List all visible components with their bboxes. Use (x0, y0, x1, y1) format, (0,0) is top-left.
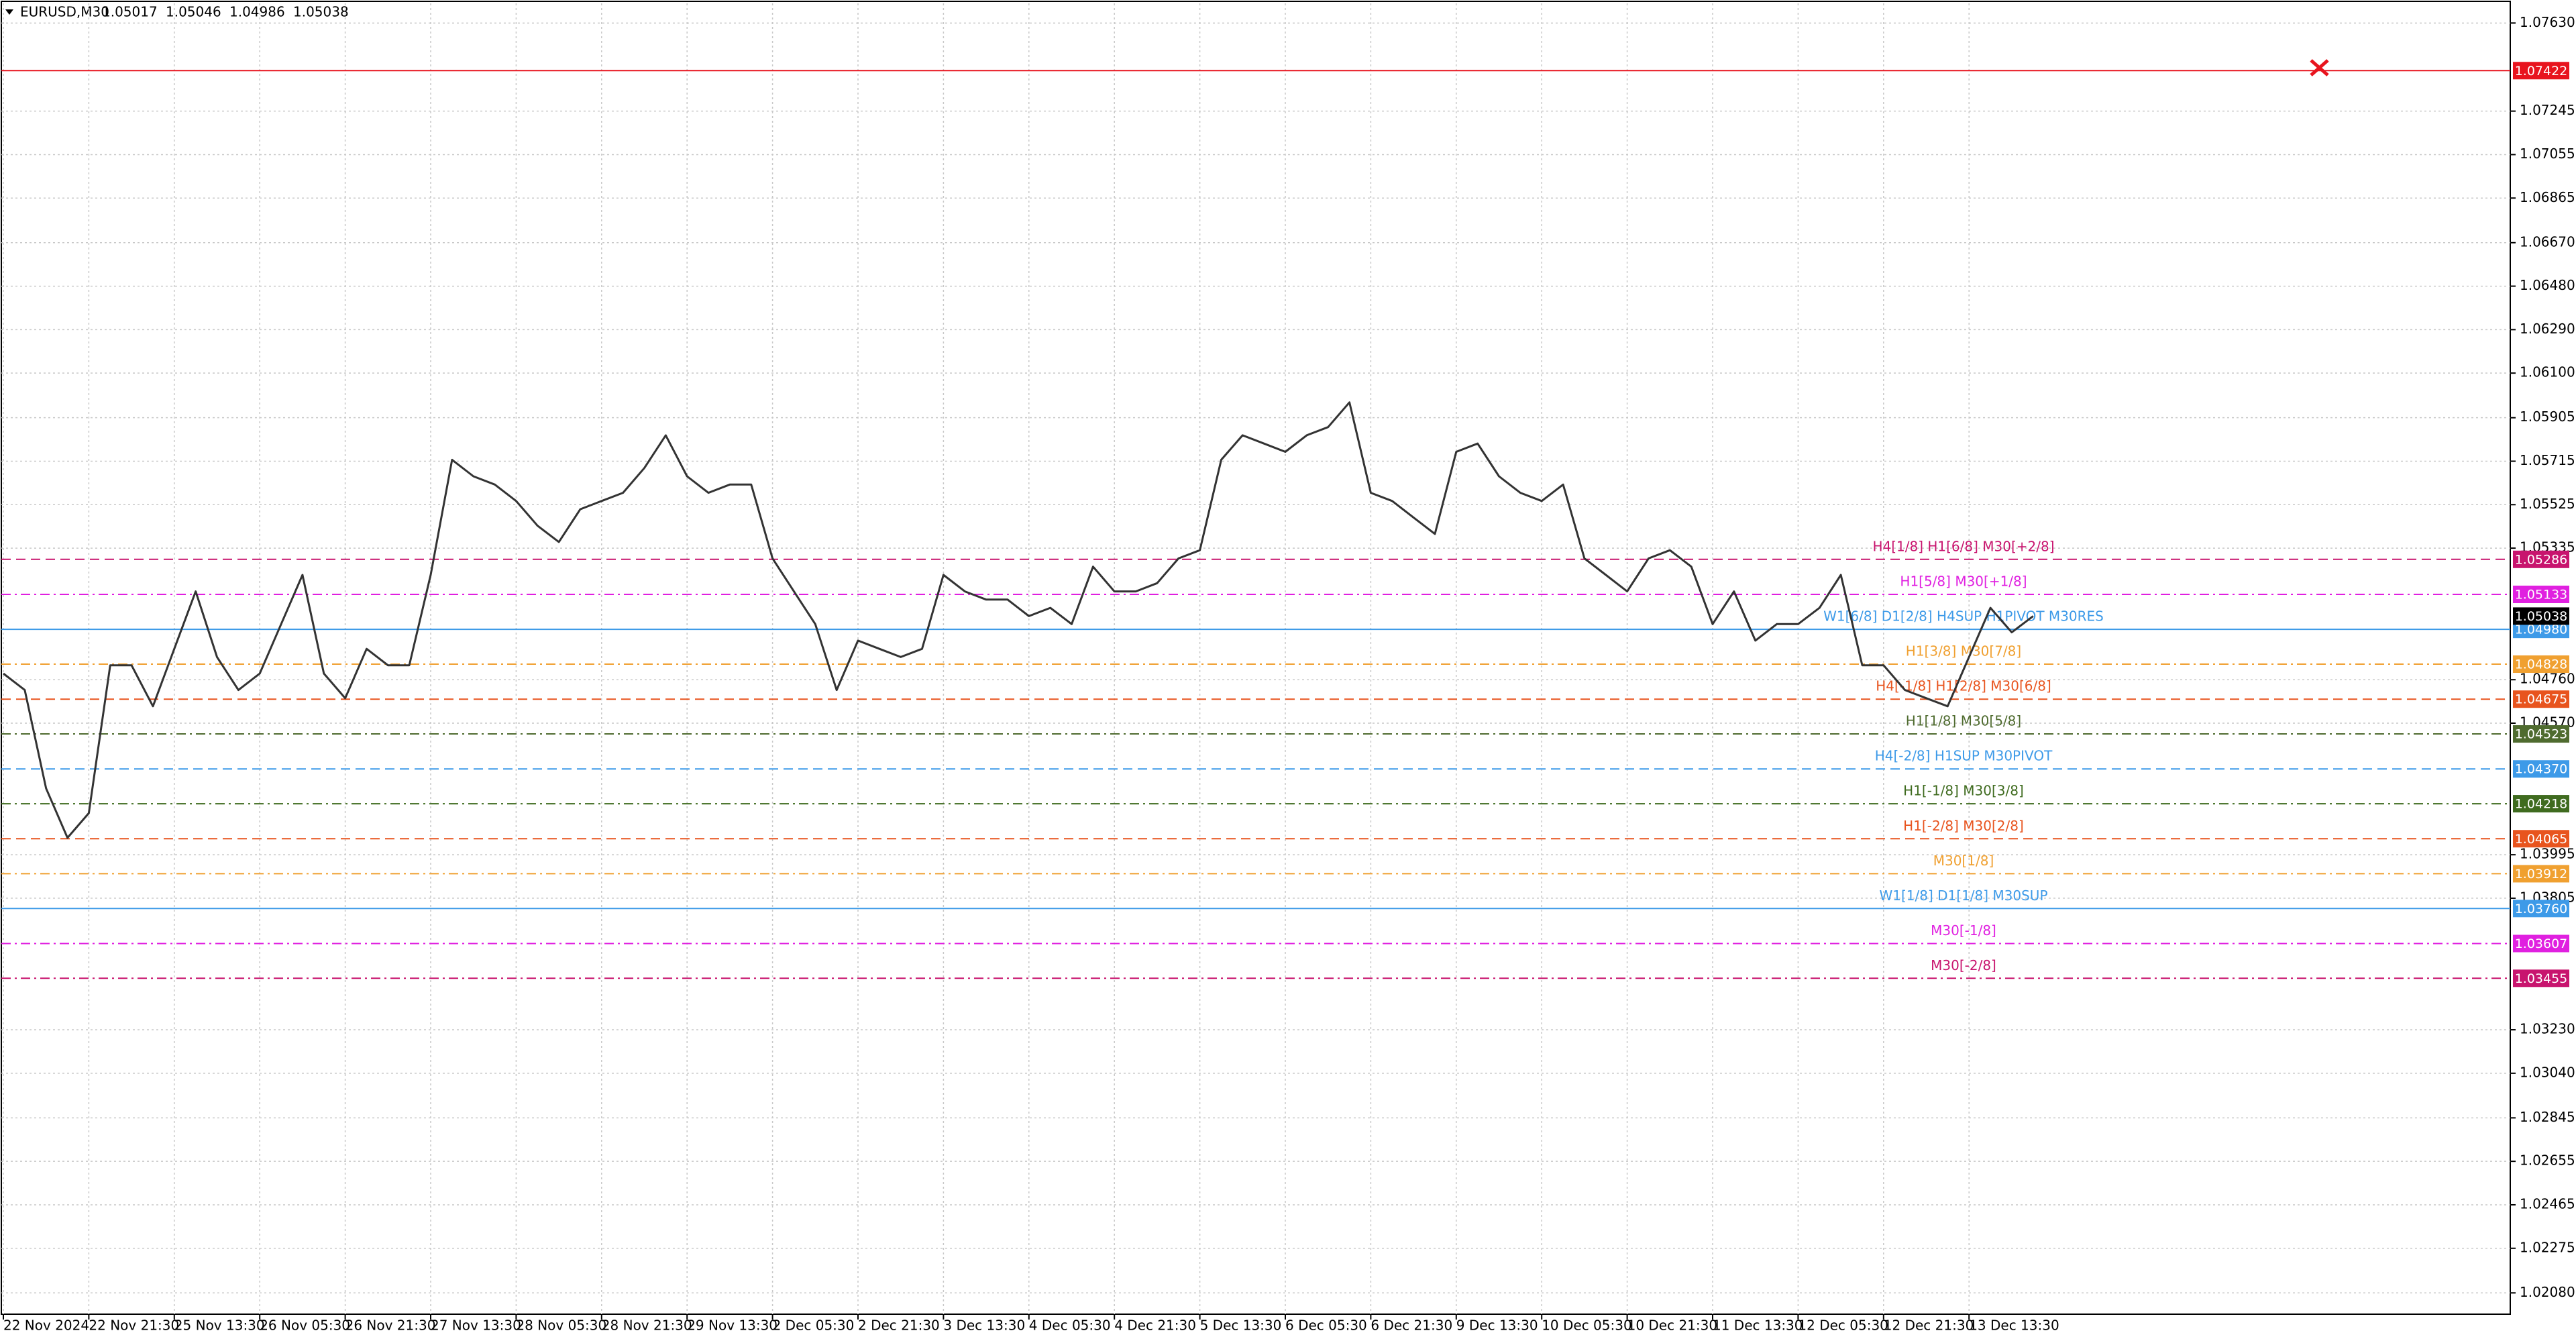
y-tick-label: 1.05525 (2520, 496, 2575, 512)
alert-cross (2310, 59, 2329, 76)
level-label: M30[1/8] (1933, 853, 1994, 869)
y-tick-label: 1.06670 (2520, 233, 2575, 250)
price-box-label: 1.04218 (2515, 797, 2568, 812)
plot-frame (1, 1, 2511, 1315)
price-box (2513, 934, 2569, 953)
symbol-menu-icon[interactable] (5, 9, 13, 15)
price-box-label: 1.07422 (2515, 64, 2568, 78)
x-tick-label: 10 Dec 05:30 (1542, 1318, 1632, 1334)
price-box-label: 1.04980 (2515, 623, 2568, 637)
y-tick-label: 1.05905 (2520, 409, 2575, 425)
y-tick-label: 1.07630 (2520, 14, 2575, 30)
price-box-label: 1.04828 (2515, 657, 2568, 672)
price-box (2513, 830, 2569, 848)
price-box-label: 1.03912 (2515, 867, 2568, 881)
y-tick-label: 1.02080 (2520, 1284, 2575, 1300)
x-tick-label: 2 Dec 05:30 (773, 1318, 855, 1334)
x-tick-label: 6 Dec 21:30 (1371, 1318, 1452, 1334)
price-line (3, 401, 2034, 839)
x-tick-label: 2 Dec 21:30 (858, 1318, 940, 1334)
y-tick-label: 1.02655 (2520, 1153, 2575, 1169)
current-price-box (2513, 607, 2569, 625)
x-tick-label: 13 Dec 13:30 (1969, 1318, 2059, 1334)
price-box (2513, 969, 2569, 987)
price-box-label: 1.04675 (2515, 692, 2568, 707)
y-tick-label: 1.02275 (2520, 1239, 2575, 1255)
x-tick-label: 22 Nov 2024 (3, 1318, 89, 1334)
price-box (2513, 795, 2569, 813)
x-tick-label: 28 Nov 21:30 (602, 1318, 692, 1334)
level-label: W1[6/8] D1[2/8] H4SUP H1PIVOT M30RES (1823, 608, 2104, 625)
price-box-label: 1.04370 (2515, 762, 2568, 777)
level-label: M30[-1/8] (1931, 922, 1996, 939)
x-tick-label: 22 Nov 21:30 (89, 1318, 179, 1334)
price-box (2513, 585, 2569, 603)
level-label: H4[-1/8] H1[2/8] M30[6/8] (1876, 678, 2051, 694)
current-price-label: 1.05038 (2515, 609, 2568, 624)
y-tick-label: 1.02845 (2520, 1109, 2575, 1125)
x-tick-label: 27 Nov 13:30 (431, 1318, 521, 1334)
y-tick-label: 1.03230 (2520, 1021, 2575, 1037)
x-tick-label: 5 Dec 13:30 (1200, 1318, 1282, 1334)
x-tick-label: 26 Nov 21:30 (345, 1318, 436, 1334)
level-label: H1[-2/8] M30[2/8] (1903, 818, 2024, 834)
ohlc-value: 1.05046 (166, 4, 221, 20)
y-tick-label: 1.03040 (2520, 1064, 2575, 1080)
y-tick-label: 1.03995 (2520, 846, 2575, 862)
price-box-label: 1.05133 (2515, 587, 2568, 602)
y-tick-label: 1.06865 (2520, 189, 2575, 205)
x-tick-label: 28 Nov 05:30 (516, 1318, 606, 1334)
x-tick-label: 11 Dec 13:30 (1713, 1318, 1803, 1334)
y-tick-label: 1.07245 (2520, 102, 2575, 118)
y-tick-label: 1.06100 (2520, 364, 2575, 380)
price-box-label: 1.03607 (2515, 936, 2568, 951)
x-tick-label: 10 Dec 21:30 (1627, 1318, 1718, 1334)
y-tick-label: 1.02465 (2520, 1195, 2575, 1212)
price-box-label: 1.04523 (2515, 727, 2568, 742)
price-box (2513, 900, 2569, 918)
x-tick-label: 4 Dec 21:30 (1114, 1318, 1196, 1334)
x-tick-label: 26 Nov 05:30 (260, 1318, 350, 1334)
level-label: H1[3/8] M30[7/8] (1906, 643, 2021, 659)
x-tick-label: 4 Dec 05:30 (1029, 1318, 1111, 1334)
x-tick-label: 12 Dec 21:30 (1884, 1318, 1974, 1334)
ohlc-value: 1.04986 (229, 4, 285, 20)
symbol: EURUSD,M30 (20, 4, 109, 20)
price-box (2513, 865, 2569, 883)
ohlc-value: 1.05038 (293, 4, 349, 20)
level-label: H1[5/8] M30[+1/8] (1900, 573, 2027, 589)
y-tick-label: 1.07055 (2520, 146, 2575, 162)
level-label: M30[-2/8] (1931, 957, 1996, 973)
level-label: H4[1/8] H1[6/8] M30[+2/8] (1872, 538, 2054, 554)
y-tick-label: 1.06480 (2520, 277, 2575, 293)
price-box (2513, 62, 2569, 80)
x-tick-label: 12 Dec 05:30 (1798, 1318, 1888, 1334)
x-tick-label: 6 Dec 05:30 (1285, 1318, 1367, 1334)
price-box-label: 1.04065 (2515, 832, 2568, 847)
level-label: W1[1/8] D1[1/8] M30SUP (1879, 888, 2047, 904)
ohlc-value: 1.05017 (102, 4, 158, 20)
price-box-label: 1.05286 (2515, 552, 2568, 567)
y-tick-label: 1.06290 (2520, 321, 2575, 337)
price-box (2513, 550, 2569, 568)
price-box (2513, 760, 2569, 778)
y-tick-label: 1.05715 (2520, 452, 2575, 468)
price-box (2513, 655, 2569, 674)
x-tick-label: 3 Dec 13:30 (943, 1318, 1025, 1334)
price-box-label: 1.03455 (2515, 971, 2568, 986)
price-box (2513, 725, 2569, 743)
y-tick-label: 1.04760 (2520, 671, 2575, 687)
level-label: H1[-1/8] M30[3/8] (1903, 783, 2024, 799)
level-label: H1[1/8] M30[5/8] (1906, 713, 2021, 729)
price-box-label: 1.03760 (2515, 902, 2568, 916)
x-tick-label: 9 Dec 13:30 (1456, 1318, 1538, 1334)
price-box (2513, 690, 2569, 708)
x-tick-label: 29 Nov 13:30 (687, 1318, 777, 1334)
x-tick-label: 25 Nov 13:30 (174, 1318, 265, 1334)
level-label: H4[-2/8] H1SUP M30PIVOT (1875, 748, 2053, 764)
